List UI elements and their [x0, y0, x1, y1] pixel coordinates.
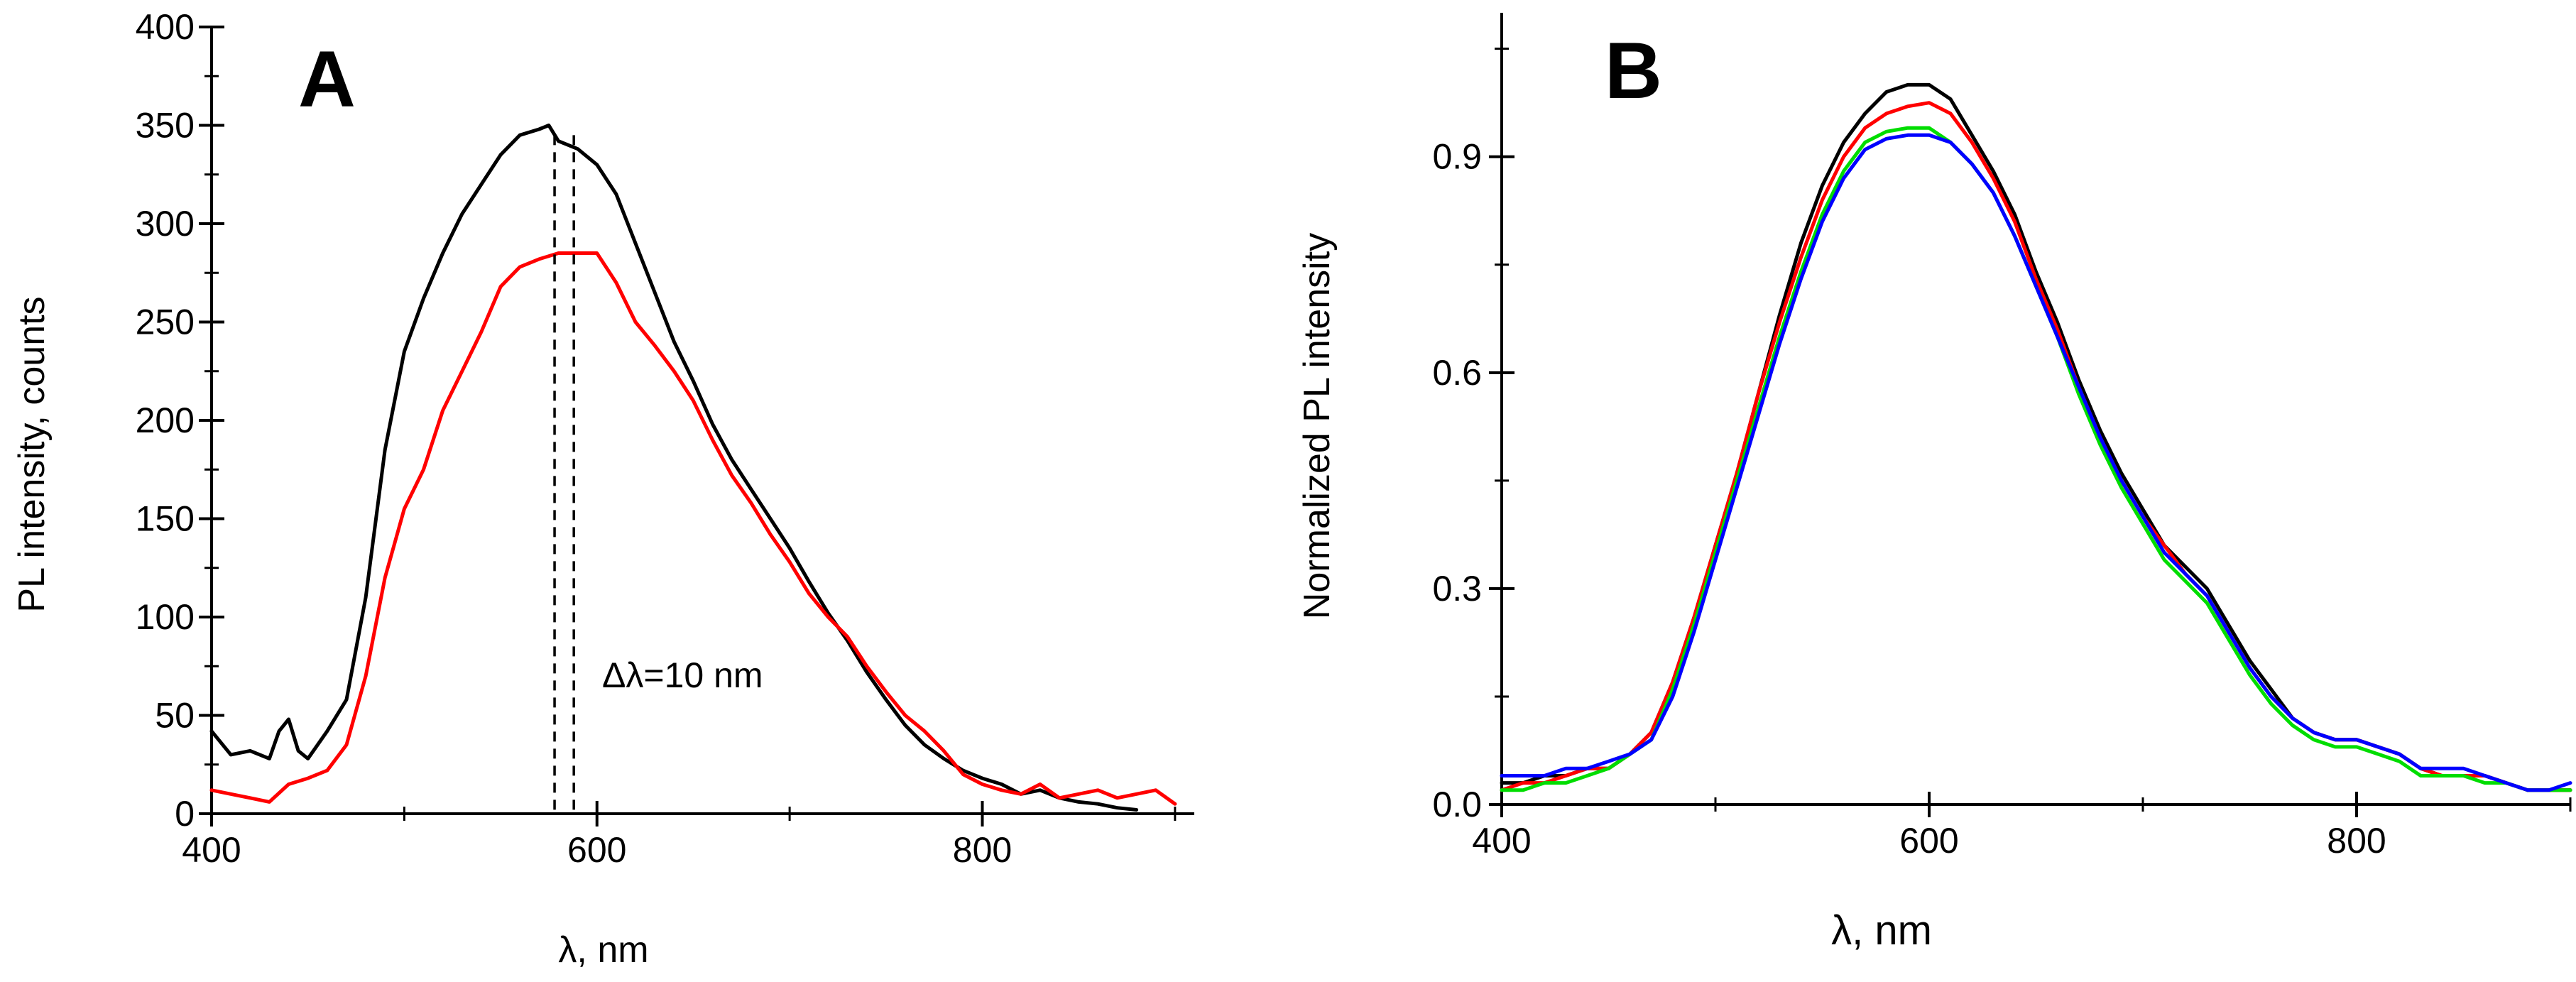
panel-b-series-500-mv — [1500, 133, 2572, 792]
panel-a-y-tick-label: 300 — [136, 204, 195, 244]
panel-b-y-axis-title: Normalized PL intensity — [1297, 233, 1338, 619]
panel-b-y-tick-label: 0.9 — [1432, 137, 1482, 177]
panel-a-series-zno-pda-bsa — [209, 251, 1177, 806]
panel-b-letter: B — [1605, 26, 1662, 115]
panel-b-series-0v — [1500, 82, 2572, 792]
panel-a-x-axis-title: λ, nm — [558, 929, 648, 971]
panel-a-series-zno-pda — [209, 124, 1139, 812]
panel-b-x-tick-label: 400 — [1472, 821, 1531, 861]
panel-b-y-tick-label: 0.0 — [1432, 785, 1482, 824]
panel-a-y-tick-label: 200 — [136, 400, 195, 440]
panel-a-y-tick-label: 250 — [136, 302, 195, 342]
panel-b-y-tick-label: 0.6 — [1432, 353, 1482, 393]
panel-a-letter: A — [298, 35, 356, 124]
panel-a-annotation: Δλ=10 nm — [602, 655, 763, 695]
panel-a-y-tick-label: 50 — [155, 696, 195, 736]
panel-b-y-tick-label: 0.3 — [1432, 569, 1482, 609]
panel-b-axes: 400 600 800 0.0 0.3 0.6 0.9 — [1432, 13, 2572, 861]
panel-a-x-tick-label: 600 — [567, 830, 626, 870]
panel-b-x-axis-title: λ, nm — [1831, 907, 1932, 954]
panel-a-x-tick-label: 400 — [182, 830, 241, 870]
panel-a-x-tick-label: 800 — [953, 830, 1012, 870]
panel-b-series-300-mv — [1500, 101, 2572, 792]
panel-a-axes: 400 600 800 0 50 100 150 200 250 300 350 400 — [136, 7, 1194, 870]
panel-b-series-400-mv — [1500, 126, 2572, 792]
panel-a-markers — [553, 135, 575, 814]
panel-a-y-axis-title: PL intensity, counts — [11, 296, 53, 612]
panel-a: 400 600 800 0 50 100 150 200 250 300 350 400 A Δλ=1… — [11, 7, 1194, 971]
panel-a-y-tick-label: 150 — [136, 499, 195, 539]
panel-a-y-tick-label: 400 — [136, 7, 195, 47]
panel-a-y-tick-label: 0 — [175, 794, 195, 834]
panel-a-y-tick-label: 100 — [136, 597, 195, 637]
panel-b-x-tick-label: 600 — [1899, 821, 1958, 861]
panel-b-series — [1500, 82, 2572, 792]
panel-a-series — [209, 124, 1177, 812]
panel-a-y-tick-label: 350 — [136, 106, 195, 146]
panel-b-x-tick-label: 800 — [2327, 821, 2386, 861]
panel-b: 400 600 800 0.0 0.3 0.6 0.9 B λ, nm Normalized… — [1297, 13, 2572, 954]
